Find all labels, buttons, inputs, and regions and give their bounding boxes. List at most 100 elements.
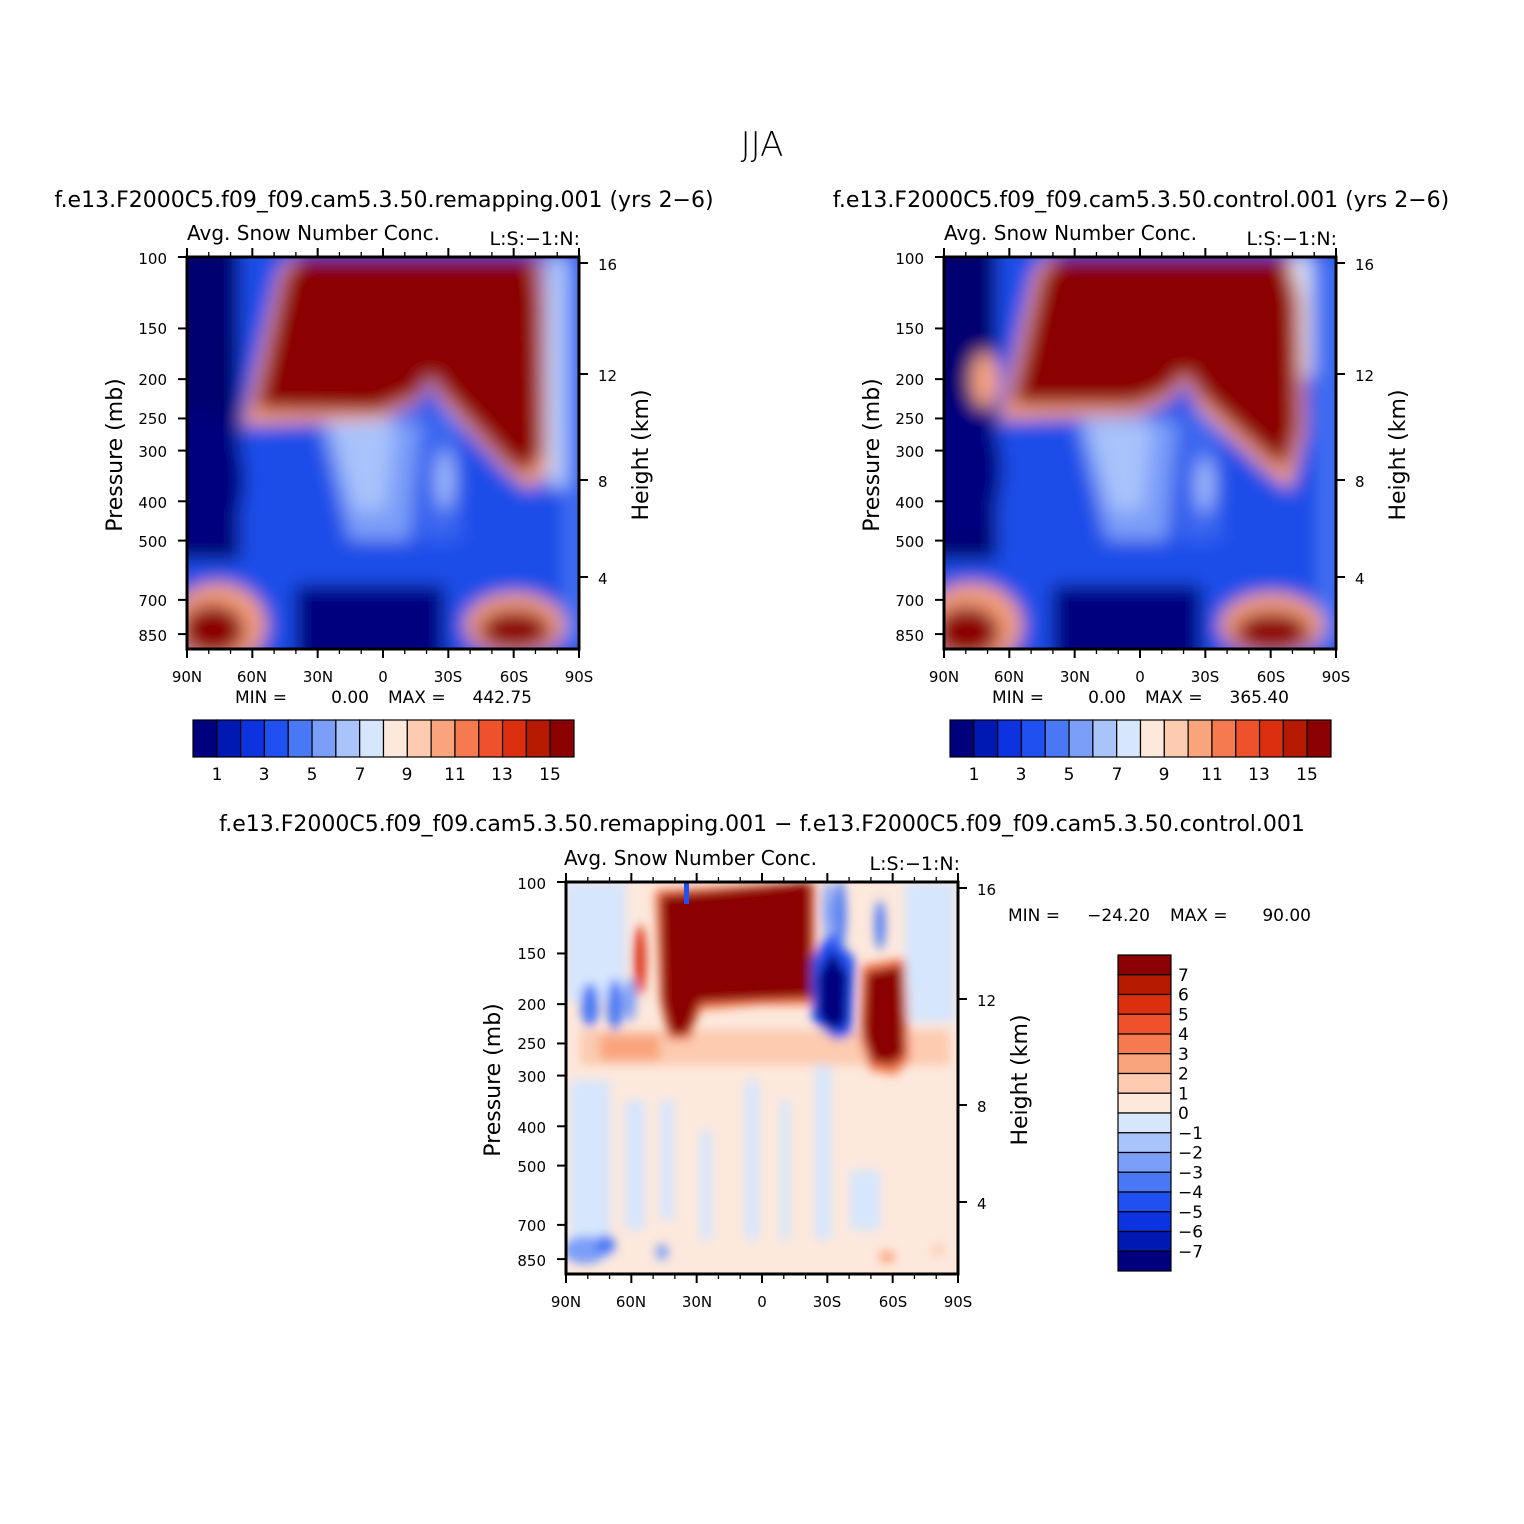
y-tick-label: 500 (138, 533, 167, 551)
y-tick-label: 500 (895, 533, 924, 551)
colorbar-cell (1282, 719, 1308, 758)
field-plot (566, 882, 958, 1274)
colorbar-label: 6 (1178, 986, 1189, 1006)
colorbar-label: 5 (1064, 765, 1075, 785)
x-tick-label: 30S (434, 668, 463, 686)
y-axis: 100 150 200 250 300 400 500 700 850 Pres… (103, 250, 167, 645)
colorbar-cell (1258, 719, 1284, 758)
y-tick-label: 700 (895, 592, 924, 610)
colorbar-cell (454, 719, 480, 758)
colorbar-label: 1 (1178, 1084, 1189, 1104)
y-tick-label: 250 (517, 1035, 546, 1053)
min-label: MIN = (992, 688, 1044, 708)
y-tick-label: 300 (895, 443, 924, 461)
colorbar-cell (406, 719, 432, 758)
case-title: f.e13.F2000C5.f09_f09.cam5.3.50.remappin… (54, 188, 713, 213)
colorbar-label: −3 (1178, 1163, 1203, 1183)
colorbar-cell (1139, 719, 1165, 758)
colorbar-cell (501, 719, 527, 758)
y2-axis: 16 12 8 4 Height (km) (598, 256, 654, 588)
colorbar-cell (359, 719, 385, 758)
y2-tick-label: 16 (977, 881, 996, 899)
y2-axis-label: Height (km) (1008, 1014, 1033, 1145)
y2-tick-label: 4 (598, 570, 608, 588)
x-tick-label: 60N (616, 1293, 646, 1311)
y-tick-label: 100 (895, 250, 924, 268)
colorbar-label: 7 (1112, 765, 1123, 785)
x-tick-label: 0 (757, 1293, 767, 1311)
y2-axis: 16 12 8 4 Height (km) (977, 881, 1033, 1213)
y-axis-label: Pressure (mb) (481, 1003, 506, 1157)
case-title: f.e13.F2000C5.f09_f09.cam5.3.50.remappin… (219, 812, 1305, 837)
colorbar-label: 5 (1178, 1005, 1189, 1025)
colorbar-cell (1020, 719, 1046, 758)
colorbar-label: 0 (1178, 1104, 1189, 1124)
x-axis: 90N 60N 30N 0 30S 60S 90S (551, 1293, 972, 1311)
colorbar-label: 1 (212, 765, 223, 785)
x-tick-label: 90N (929, 668, 959, 686)
y2-tick-label: 4 (1355, 570, 1365, 588)
colorbar-cell (1187, 719, 1213, 758)
y-tick-label: 150 (138, 320, 167, 338)
colorbar-cell (1211, 719, 1237, 758)
colorbar-label: 7 (1178, 966, 1189, 986)
y2-axis-label: Height (km) (1386, 389, 1411, 520)
y-tick-label: 200 (895, 371, 924, 389)
colorbar-cell (1117, 1072, 1172, 1094)
left-title: Avg. Snow Number Conc. (944, 221, 1197, 245)
max-label: MAX = (388, 688, 446, 708)
min-label: MIN = (235, 688, 287, 708)
colorbar-label: 3 (259, 765, 270, 785)
y-tick-label: 250 (138, 410, 167, 428)
x-tick-label: 30S (1191, 668, 1220, 686)
colorbar-label: 7 (355, 765, 366, 785)
field-plot (187, 257, 579, 649)
y-tick-label: 700 (138, 592, 167, 610)
colorbar-label: 4 (1178, 1025, 1189, 1045)
colorbar-label: 5 (307, 765, 318, 785)
colorbar-label: −5 (1178, 1203, 1203, 1223)
colorbar-label: 11 (1201, 765, 1223, 785)
colorbar-label: −4 (1178, 1183, 1203, 1203)
colorbar-label: −6 (1178, 1223, 1203, 1243)
colorbar-label: 15 (1296, 765, 1318, 785)
colorbar-cell (240, 719, 266, 758)
x-tick-label: 90S (944, 1293, 973, 1311)
colorbar: 1 3 5 7 9 11 13 15 (192, 719, 575, 785)
colorbar-label: 9 (1159, 765, 1170, 785)
x-tick-label: 60S (879, 1293, 908, 1311)
panel-difference: f.e13.F2000C5.f09_f09.cam5.3.50.remappin… (219, 812, 1311, 1311)
right-title: L:S:−1:N: (1247, 228, 1337, 250)
colorbar-cell (263, 719, 289, 758)
colorbar-label: −2 (1178, 1144, 1203, 1164)
colorbar-cell (1116, 719, 1142, 758)
colorbar-label: 11 (444, 765, 466, 785)
field-plot (944, 257, 1336, 649)
x-tick-label: 60N (994, 668, 1024, 686)
colorbar-label: 3 (1178, 1045, 1189, 1065)
x-tick-label: 90S (565, 668, 594, 686)
colorbar-cell (973, 719, 999, 758)
axis-ticks (178, 248, 1345, 1283)
colorbar-label: 2 (1178, 1065, 1189, 1085)
right-title: L:S:−1:N: (870, 853, 960, 875)
y2-tick-label: 12 (598, 367, 617, 385)
colorbar-cell (1117, 1033, 1172, 1055)
colorbar-cell (1117, 1112, 1172, 1134)
left-title: Avg. Snow Number Conc. (564, 846, 817, 870)
colorbar-cell (1117, 993, 1172, 1015)
colorbar-cell (949, 719, 975, 758)
colorbar-cell (1117, 1092, 1172, 1114)
x-tick-label: 0 (378, 668, 388, 686)
x-tick-label: 30N (682, 1293, 712, 1311)
colorbar-cell (216, 719, 242, 758)
max-value: 365.40 (1230, 688, 1289, 708)
x-tick-label: 60N (237, 668, 267, 686)
y-tick-label: 250 (895, 410, 924, 428)
y-tick-label: 200 (517, 996, 546, 1014)
min-value: 0.00 (331, 688, 369, 708)
colorbar-cell (1044, 719, 1070, 758)
colorbar-cell (525, 719, 551, 758)
y-tick-label: 150 (895, 320, 924, 338)
